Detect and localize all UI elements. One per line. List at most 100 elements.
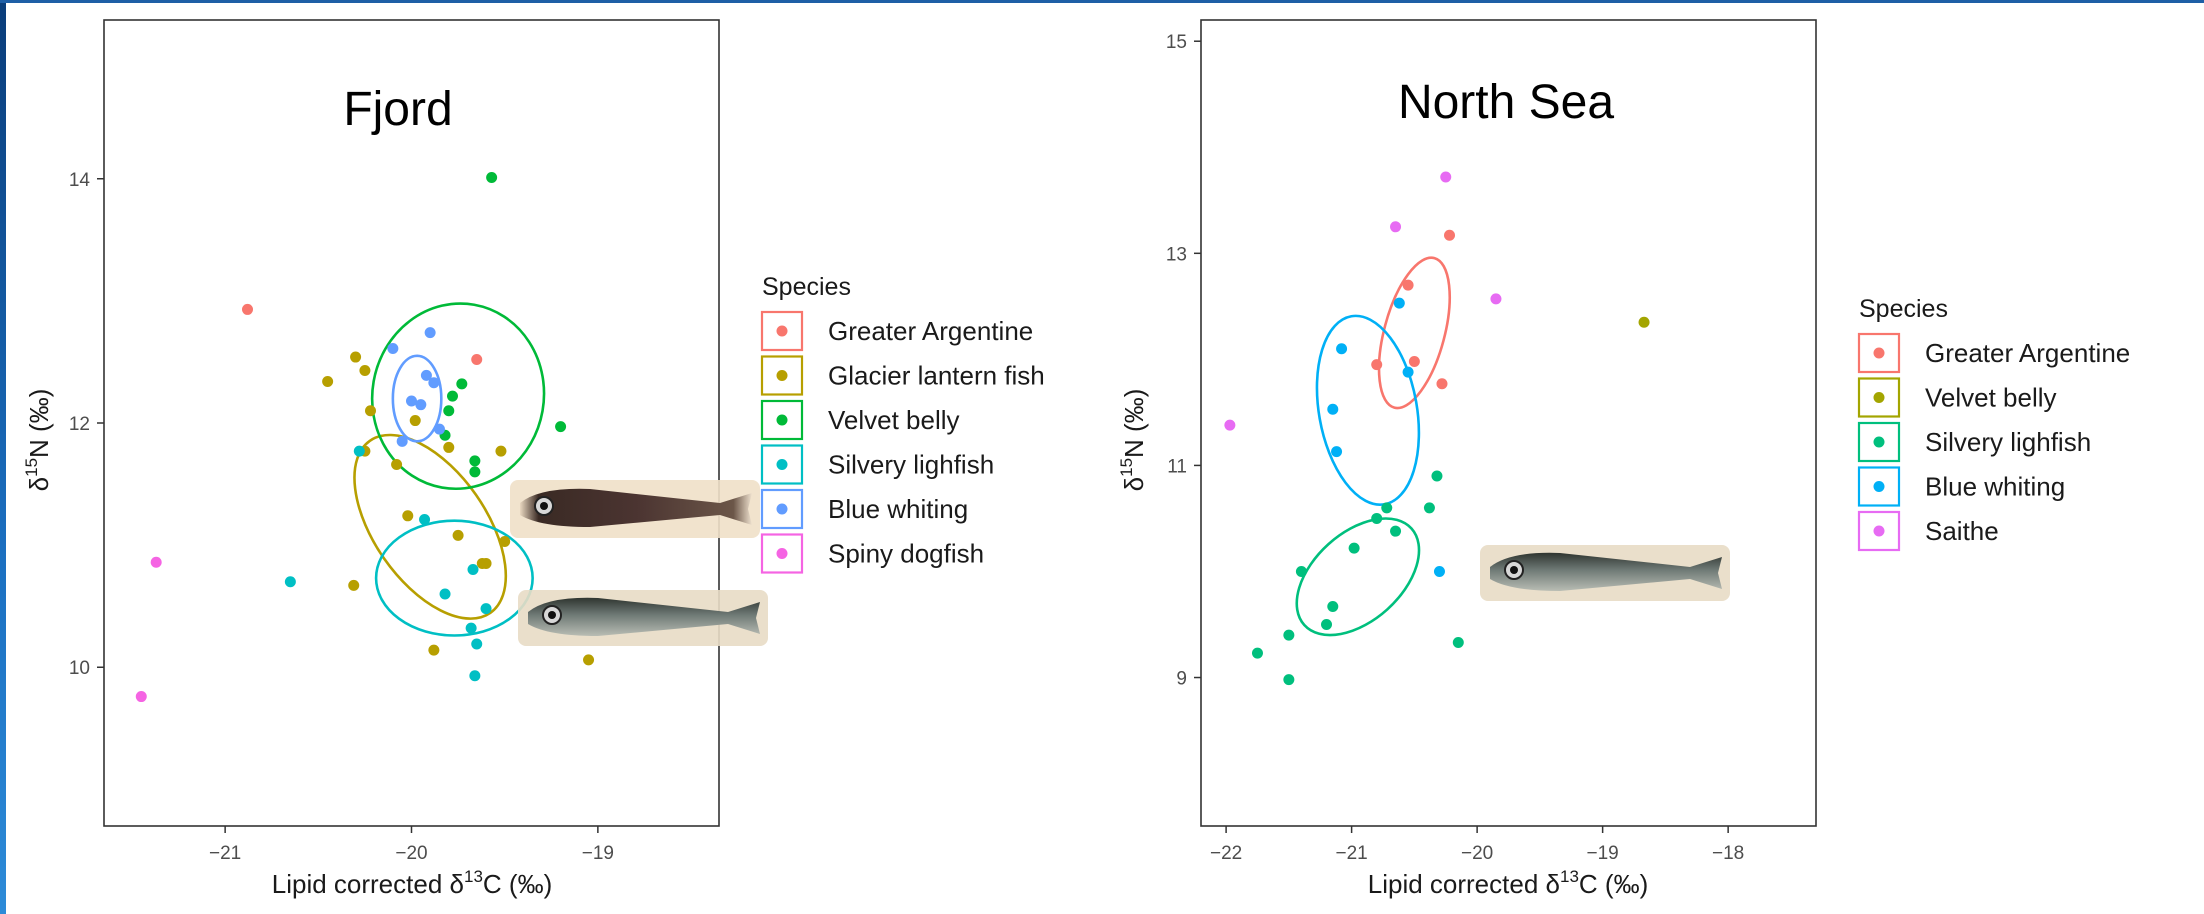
legend-dot-glacier-lantern-fish: [776, 370, 788, 381]
legend-dot-spiny-dogfish: [776, 548, 788, 559]
legend-dot-greater-argentine: [776, 325, 788, 337]
legend-label-silvery-lighfish: Silvery lighfish: [828, 450, 994, 480]
point-blue-whiting: [1331, 446, 1343, 458]
point-greater-argentine: [1408, 355, 1420, 367]
fish-pupil: [548, 611, 556, 619]
point-blue-whiting: [1393, 297, 1405, 309]
point-silvery-lighfish: [1423, 502, 1435, 514]
point-glacier-lantern-fish: [350, 351, 362, 363]
point-saithe: [1390, 221, 1402, 233]
x-tick-label: −20: [395, 843, 427, 864]
point-blue-whiting: [387, 343, 399, 355]
point-velvet-belly: [469, 455, 481, 467]
point-glacier-lantern-fish: [452, 529, 464, 541]
y-tick-label: 15: [1166, 32, 1187, 53]
fish-photo-1: [518, 590, 768, 646]
fish-photo-0: [510, 480, 760, 538]
legend-dot-blue-whiting: [776, 503, 788, 515]
x-tick-label: −18: [1712, 843, 1744, 864]
point-spiny-dogfish: [135, 691, 147, 703]
legend-dot-greater-argentine: [1873, 347, 1885, 359]
point-blue-whiting: [424, 327, 436, 339]
fish-body: [520, 488, 752, 527]
legend-label-velvet-belly: Velvet belly: [1925, 383, 2057, 413]
point-velvet-belly: [469, 466, 481, 478]
point-silvery-lighfish: [1431, 470, 1443, 482]
point-glacier-lantern-fish: [495, 445, 507, 457]
ellipse-greater-argentine: [1377, 256, 1451, 410]
point-greater-argentine: [1444, 229, 1456, 241]
point-glacier-lantern-fish: [409, 415, 421, 427]
point-silvery-lighfish: [1327, 600, 1339, 612]
legend: Species Greater Argentine Glacier lantern …: [760, 273, 1045, 574]
x-tick-label: −21: [1335, 843, 1367, 864]
point-glacier-lantern-fish: [499, 535, 511, 547]
point-silvery-lighfish: [439, 588, 451, 600]
y-tick-label: 11: [1167, 456, 1187, 477]
legend-label-velvet-belly: Velvet belly: [828, 405, 960, 435]
ellipse-glacier-lantern-fish: [353, 433, 508, 620]
x-axis-label-post: C (‰): [483, 869, 552, 899]
point-silvery-lighfish: [469, 670, 481, 682]
point-glacier-lantern-fish: [391, 459, 403, 471]
point-spiny-dogfish: [150, 556, 162, 568]
legend-key-saithe: [1857, 510, 1901, 552]
point-blue-whiting: [420, 369, 432, 381]
y-axis-label-pre: δ: [1119, 477, 1149, 491]
x-axis-label-post: C (‰): [1579, 869, 1648, 899]
x-tick-label: −19: [1587, 843, 1619, 864]
point-glacier-lantern-fish: [428, 644, 440, 656]
point-glacier-lantern-fish: [583, 654, 595, 666]
legend-dot-velvet-belly: [776, 414, 788, 426]
legend-label-spiny-dogfish: Spiny dogfish: [828, 539, 984, 569]
point-saithe: [1224, 419, 1236, 431]
y-axis-label-sup: 15: [22, 458, 41, 477]
point-silvery-lighfish: [1390, 525, 1402, 537]
point-glacier-lantern-fish: [443, 441, 455, 453]
point-blue-whiting: [406, 395, 417, 407]
point-velvet-belly: [486, 172, 498, 184]
point-greater-argentine: [1371, 359, 1383, 371]
legend-label-saithe: Saithe: [1925, 516, 1999, 546]
chart-title: Fjord: [343, 83, 452, 136]
x-axis-label-pre: Lipid corrected δ: [272, 869, 464, 899]
fish-body: [528, 597, 760, 636]
chart-title: North Sea: [1398, 76, 1614, 129]
point-silvery-lighfish: [419, 513, 431, 525]
legend-dot-saithe: [1873, 525, 1885, 537]
y-tick-label: 12: [69, 414, 90, 435]
point-glacier-lantern-fish: [348, 579, 360, 591]
x-tick-label: −19: [582, 843, 614, 864]
x-axis-label-pre: Lipid corrected δ: [1368, 869, 1560, 899]
legend-label-blue-whiting: Blue whiting: [1925, 472, 2065, 502]
point-glacier-lantern-fish: [322, 375, 334, 387]
point-silvery-lighfish: [1348, 542, 1360, 554]
y-axis-label-post: N (‰): [24, 389, 54, 458]
ellipse-silvery-lighfish: [374, 519, 534, 637]
legend-label-silvery-lighfish: Silvery lighfish: [1925, 427, 2091, 457]
point-glacier-lantern-fish: [402, 510, 414, 522]
point-blue-whiting: [1327, 403, 1339, 415]
y-tick-label: 10: [69, 658, 90, 679]
y-tick-label: 13: [1166, 244, 1187, 265]
point-silvery-lighfish: [465, 622, 477, 634]
point-blue-whiting: [415, 399, 427, 411]
point-blue-whiting: [396, 435, 408, 447]
legend-dot-silvery-lighfish: [1873, 436, 1885, 448]
point-blue-whiting: [1336, 343, 1348, 355]
y-tick-label: 14: [69, 170, 91, 191]
fish-body: [1490, 552, 1722, 591]
point-silvery-lighfish: [1452, 637, 1464, 649]
chart-fjord: −21 −20 −19 10 12 14 Fjord Lipid corrected δ13C…: [22, 19, 1045, 899]
fish-pupil: [1510, 566, 1518, 574]
point-glacier-lantern-fish: [365, 405, 376, 417]
x-tick-label: −20: [1461, 843, 1493, 864]
point-blue-whiting: [1402, 366, 1414, 378]
point-greater-argentine: [1402, 279, 1414, 291]
point-silvery-lighfish: [1283, 629, 1295, 641]
point-silvery-lighfish: [471, 638, 483, 650]
slide-frame-left: [0, 0, 6, 914]
point-greater-argentine: [471, 353, 483, 365]
point-greater-argentine: [242, 303, 253, 315]
y-axis-label-post: N (‰): [1119, 389, 1149, 458]
